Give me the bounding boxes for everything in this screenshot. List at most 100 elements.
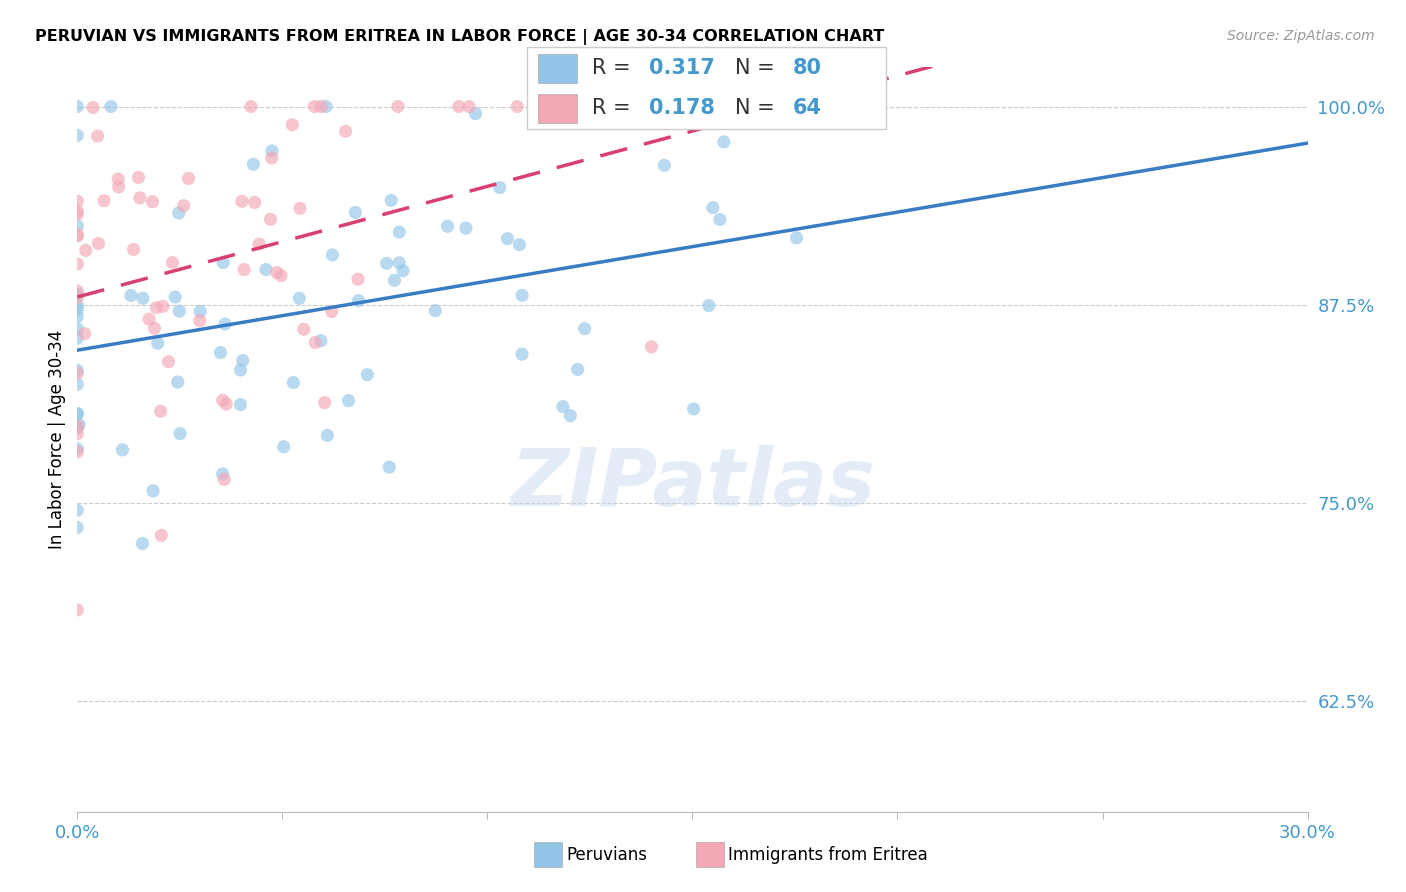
Text: PERUVIAN VS IMMIGRANTS FROM ERITREA IN LABOR FORCE | AGE 30-34 CORRELATION CHART: PERUVIAN VS IMMIGRANTS FROM ERITREA IN L… [35,29,884,45]
Text: ZIPatlas: ZIPatlas [510,445,875,523]
Point [157,354,180,368]
Point [316,428,339,442]
Point [87,236,110,251]
Point [254,262,277,277]
Point [388,225,411,239]
Point [66,227,89,242]
Point [540,99,562,113]
Point [173,199,195,213]
Point [66,257,89,271]
Point [496,232,519,246]
Point [304,335,326,350]
Point [697,299,720,313]
Point [122,243,145,257]
Point [786,231,808,245]
Point [384,273,406,287]
Point [66,445,89,459]
Point [66,128,89,143]
Point [488,180,510,194]
Bar [538,54,578,83]
Point [66,331,89,345]
Point [335,124,357,138]
Point [66,377,89,392]
Text: N =: N = [735,98,782,119]
Point [709,212,731,227]
Point [239,99,262,113]
Point [288,291,311,305]
Text: R =: R = [592,98,637,119]
Point [107,172,129,186]
Point [162,255,184,269]
Point [309,99,332,113]
Point [214,317,236,331]
Point [436,219,458,234]
Point [247,237,270,252]
Point [66,520,89,534]
Point [229,363,252,377]
Point [212,472,235,486]
Point [458,99,481,113]
Point [93,194,115,208]
Point [67,417,90,432]
Point [66,503,89,517]
Point [66,407,89,421]
Point [150,528,173,542]
Point [66,603,89,617]
Point [232,353,254,368]
Point [75,244,97,258]
Point [454,221,477,235]
Point [66,302,89,317]
Point [243,195,266,210]
Point [128,191,150,205]
Point [169,426,191,441]
Point [111,442,134,457]
Point [66,310,89,324]
Text: Peruvians: Peruvians [567,846,648,863]
Point [281,118,304,132]
Point [233,262,256,277]
Point [82,101,104,115]
Point [288,202,311,216]
Point [169,304,191,318]
Point [654,158,676,172]
Point [551,400,574,414]
Point [131,536,153,550]
Point [315,99,337,113]
Point [177,171,200,186]
Point [211,393,233,408]
Point [560,409,582,423]
Point [66,194,89,209]
Point [142,483,165,498]
Point [66,366,89,380]
Point [266,265,288,279]
Point [66,363,89,377]
Point [141,194,163,209]
Point [260,151,283,165]
Point [188,314,211,328]
Point [242,157,264,171]
Text: 0.317: 0.317 [650,58,716,78]
FancyBboxPatch shape [527,47,886,129]
Point [231,194,253,209]
Point [380,194,402,208]
Point [447,99,470,113]
Point [321,248,343,262]
Point [375,256,398,270]
Point [128,170,150,185]
Text: 80: 80 [793,58,821,78]
Point [506,99,529,113]
Point [188,304,211,318]
Point [347,272,370,286]
Point [260,144,283,158]
Point [387,99,409,113]
Text: 64: 64 [793,98,821,119]
Point [132,291,155,305]
Point [152,299,174,313]
Point [464,106,486,120]
Point [215,397,238,411]
Point [66,284,89,298]
Point [682,401,704,416]
Bar [538,94,578,123]
Point [344,205,367,219]
Point [100,99,122,113]
